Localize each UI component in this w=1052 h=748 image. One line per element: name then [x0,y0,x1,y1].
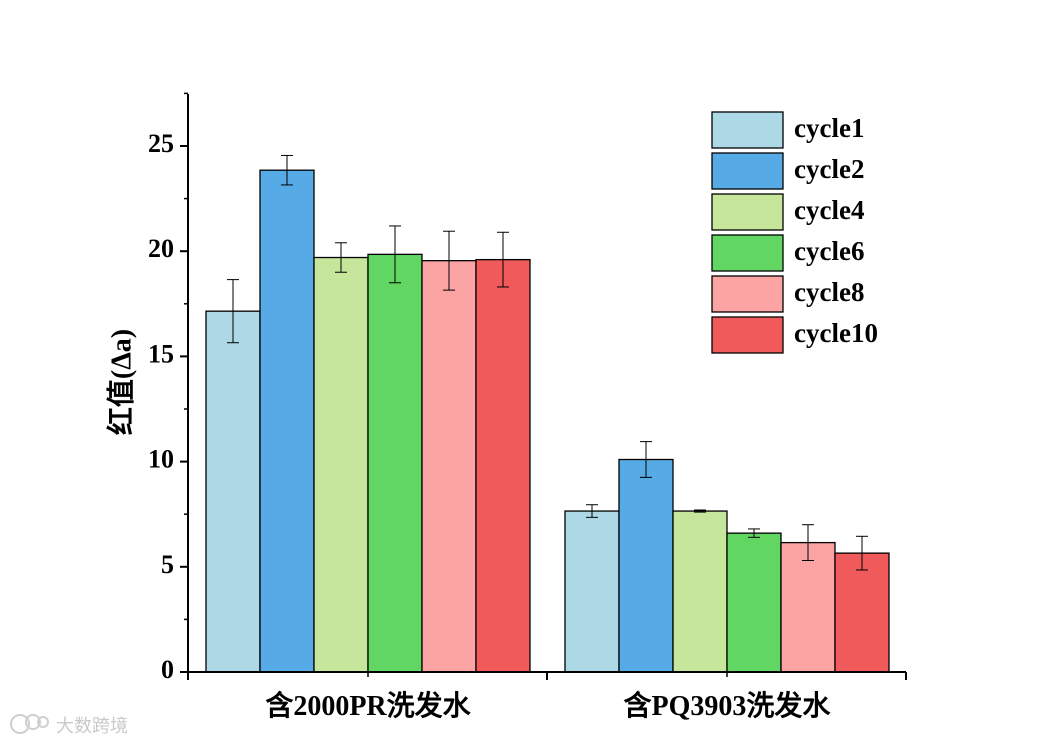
x-category-label: 含PQ3903洗发水 [624,689,832,722]
y-tick-label: 25 [148,129,174,158]
bar-cycle4-2 [672,510,728,673]
watermark: 大数跨境 [10,714,128,737]
y-tick-label: 10 [148,445,174,474]
axes-layer: 0 5 10 15 20 25 含2000PR洗发水 含PQ3903洗发水 [148,92,907,722]
error-bar-cycle2-1 [281,154,293,186]
error-bar-cycle1-1 [227,279,239,344]
bar-cycle8-2 [780,541,836,673]
legend-swatch [711,111,784,149]
bar-cycle6-2 [726,532,782,673]
error-bar-cycle6-2 [748,528,760,538]
legend-label: cycle6 [794,236,864,266]
bars-layer [205,154,890,673]
error-bar-cycle10-1 [497,231,509,288]
x-category-label: 含2000PR洗发水 [265,689,471,722]
legend-item-cycle6: cycle6 [711,234,864,272]
y-tick-label: 5 [161,550,174,579]
error-bar-cycle1-2 [586,504,598,518]
legend-swatch [711,152,784,190]
legend-swatch [711,234,784,272]
error-bar-cycle4-2 [694,509,706,513]
legend-label: cycle2 [794,154,864,184]
bar-cycle1-1 [205,310,261,673]
y-tick-label: 15 [148,339,174,368]
bar-cycle2-2 [618,458,674,673]
error-bar-cycle2-2 [640,441,652,478]
y-tick-label: 0 [161,655,174,684]
legend-label: cycle10 [794,318,878,348]
watermark-logo [10,714,49,734]
error-bar-cycle8-1 [443,230,455,291]
error-bar-cycle10-2 [856,535,868,571]
legend-item-cycle2: cycle2 [711,152,864,190]
watermark-text: 大数跨境 [56,716,128,737]
y-axis-title: 红值(Δa) [104,329,137,435]
bar-cycle4-1 [313,256,369,673]
legend: cycle1 cycle2 cycle4 cycle6 cycle8 cycle10 [711,111,878,354]
legend-item-cycle4: cycle4 [711,193,864,231]
legend-swatch [711,275,784,313]
legend-label: cycle4 [794,195,864,225]
legend-item-cycle8: cycle8 [711,275,864,313]
bar-cycle10-1 [475,258,531,673]
legend-label: cycle8 [794,277,864,307]
bar-cycle6-1 [367,253,423,673]
error-bar-cycle6-1 [389,225,401,284]
bar-cycle1-2 [564,510,620,673]
error-bar-cycle8-2 [802,524,814,561]
legend-item-cycle10: cycle10 [711,316,878,354]
legend-swatch [711,316,784,354]
bar-cycle10-2 [834,552,890,673]
bar-cycle8-1 [421,260,477,673]
legend-label: cycle1 [794,113,864,143]
bar-cycle2-1 [259,169,315,673]
legend-item-cycle1: cycle1 [711,111,864,149]
legend-swatch [711,193,784,231]
y-tick-label: 20 [148,234,174,263]
error-bar-cycle4-1 [335,242,347,273]
